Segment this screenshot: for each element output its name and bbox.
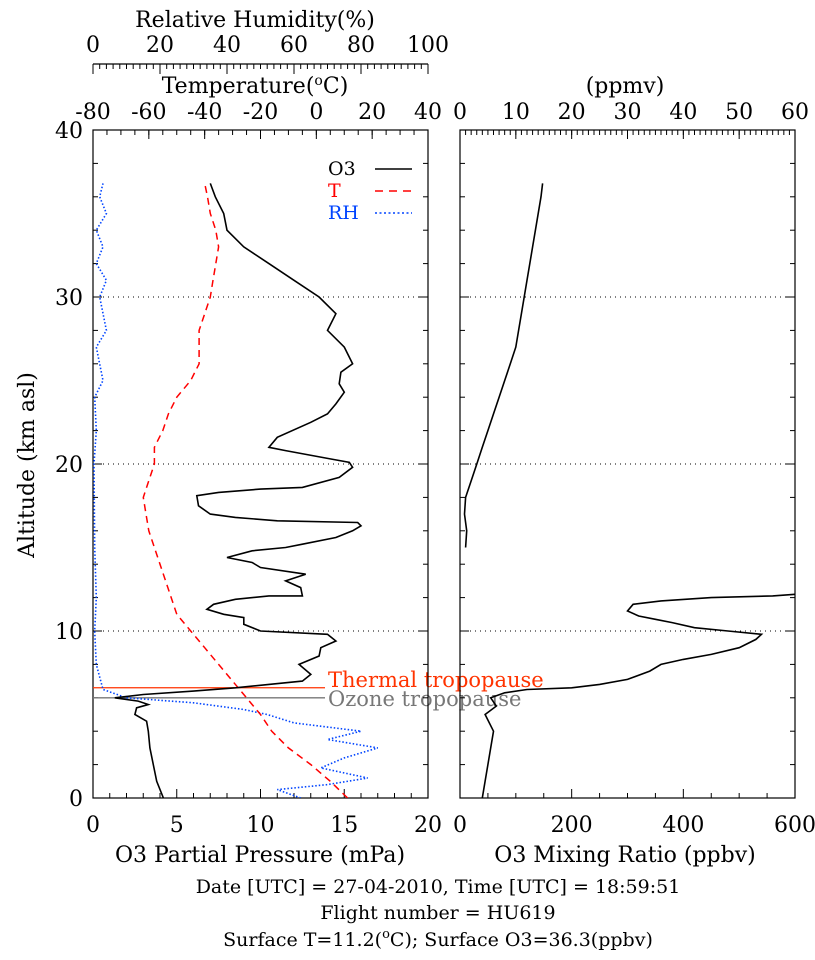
x-tick-label-ppbv: 600 <box>774 813 815 838</box>
ppmv-tick-label: 10 <box>502 100 530 125</box>
temp-tick-label: 0 <box>309 100 323 125</box>
footer-surface-values: Surface T=11.2(oC); Surface O3=36.3(ppbv… <box>223 927 653 951</box>
temperature-label-suffix: C) <box>323 74 348 99</box>
rh-tick-label: 100 <box>407 33 449 58</box>
o3-mixing-ratio-series-line <box>481 593 795 798</box>
footer-surface-part1: Surface T=11.2( <box>223 929 382 951</box>
legend: O3 T RH <box>328 158 412 224</box>
temp-tick-label: 20 <box>358 100 386 125</box>
footer-surface-degree: o <box>382 927 390 942</box>
legend-label-t: T <box>328 180 341 202</box>
y-tick-label: 20 <box>55 453 83 478</box>
o3-mixing-ratio-upper-line <box>463 183 544 548</box>
x-tick-label-ppbv: 400 <box>662 813 704 838</box>
temperature-label-prefix: Temperature( <box>162 74 315 99</box>
o3-partial-pressure-series-line <box>114 183 363 798</box>
x-tick-label-ppbv: 0 <box>453 813 467 838</box>
x-tick-label-mpa: 10 <box>247 813 275 838</box>
rh-tick-label: 60 <box>280 33 308 58</box>
ppmv-tick-label: 60 <box>781 100 809 125</box>
y-tick-label: 40 <box>55 119 83 144</box>
ppmv-tick-label: 20 <box>558 100 586 125</box>
rh-tick-label: 40 <box>213 33 241 58</box>
x-tick-label-mpa: 20 <box>414 813 442 838</box>
altitude-axis-label: Altitude (km asl) <box>15 372 40 559</box>
ppmv-axis-label: (ppmv) <box>586 74 665 99</box>
temperature-axis-label: Temperature(oC) <box>162 73 349 99</box>
partial-pressure-axis-label: O3 Partial Pressure (mPa) <box>115 843 405 868</box>
ppmv-tick-label: 40 <box>669 100 697 125</box>
rh-tick-label: 20 <box>146 33 174 58</box>
y-tick-label: 10 <box>55 620 83 645</box>
footer-date-time: Date [UTC] = 27-04-2010, Time [UTC] = 18… <box>196 876 681 898</box>
legend-label-o3: O3 <box>328 158 356 180</box>
x-tick-label-mpa: 0 <box>86 813 100 838</box>
ppmv-tick-label: 50 <box>725 100 753 125</box>
ozone-tropopause-label: Ozone tropopause <box>328 687 521 711</box>
rh-axis-label: Relative Humidity(%) <box>135 8 375 33</box>
legend-label-rh: RH <box>328 202 359 224</box>
footer-surface-part2: C); Surface O3=36.3(ppbv) <box>390 929 653 951</box>
y-tick-label: 30 <box>55 286 83 311</box>
temp-tick-label: 40 <box>414 100 442 125</box>
footer-flight-number: Flight number = HU619 <box>320 902 555 924</box>
x-tick-label-mpa: 5 <box>170 813 184 838</box>
temp-tick-label: -20 <box>243 100 278 125</box>
x-tick-label-ppbv: 200 <box>551 813 593 838</box>
rh-tick-label: 0 <box>86 33 100 58</box>
temp-tick-label: -60 <box>131 100 166 125</box>
thermal-tropopause-label: Thermal tropopause <box>328 668 544 692</box>
x-tick-label-mpa: 15 <box>330 813 358 838</box>
ppmv-tick-label: 0 <box>453 100 467 125</box>
ppmv-tick-label: 30 <box>614 100 642 125</box>
temperature-label-degree: o <box>314 73 322 89</box>
temp-tick-label: -40 <box>187 100 222 125</box>
rh-tick-label: 80 <box>347 33 375 58</box>
y-tick-label: 0 <box>69 787 83 812</box>
mixing-ratio-axis-label: O3 Mixing Ratio (ppbv) <box>494 843 755 868</box>
temp-tick-label: -80 <box>75 100 110 125</box>
temperature-series-line <box>142 183 349 798</box>
